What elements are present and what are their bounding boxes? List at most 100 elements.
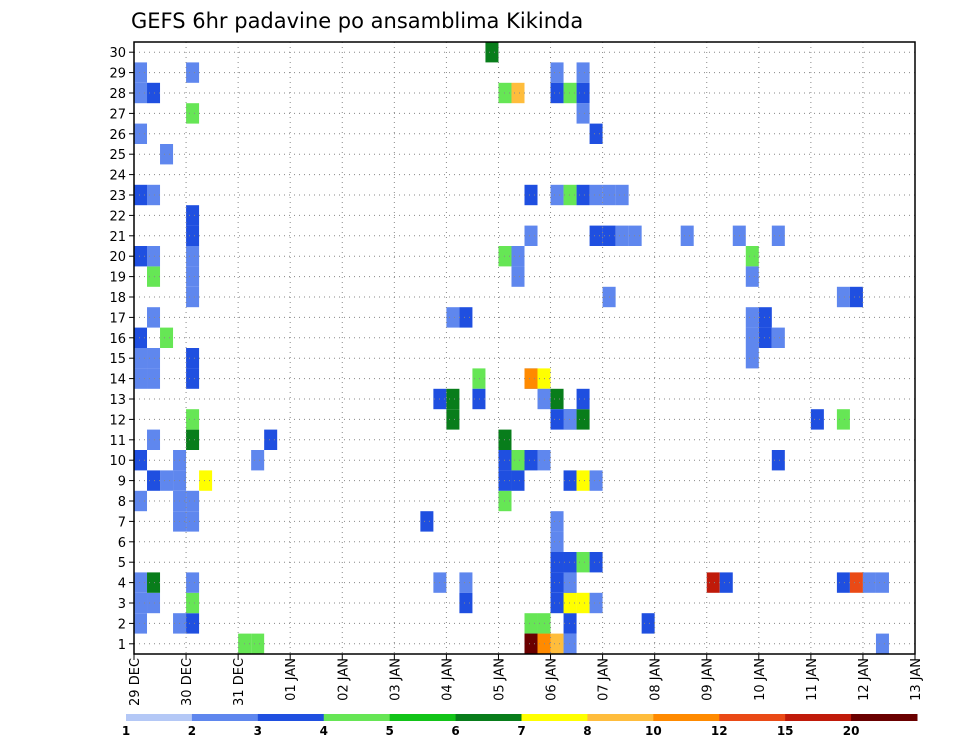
heatmap-cell — [589, 470, 603, 491]
y-tick-label: 5 — [118, 556, 126, 571]
heatmap-cell — [134, 62, 148, 83]
x-tick-label: 04 JAN — [440, 658, 455, 701]
x-tick-label: 02 JAN — [336, 658, 351, 701]
heatmap-cell — [147, 429, 161, 450]
heatmap-cell — [628, 225, 642, 246]
legend-swatch — [521, 714, 588, 721]
heatmap-cell — [147, 266, 161, 287]
y-tick-label: 21 — [109, 230, 126, 245]
heatmap-cell — [186, 409, 200, 430]
x-tick-label: 05 JAN — [492, 658, 507, 701]
heatmap-cell — [186, 572, 200, 593]
y-tick-label: 7 — [118, 515, 126, 530]
heatmap-cell — [134, 327, 148, 348]
heatmap-cell — [745, 246, 759, 267]
heatmap-cell — [186, 286, 200, 308]
x-tick-label: 11 JAN — [805, 658, 820, 701]
heatmap-cell — [134, 348, 148, 369]
legend-swatch — [389, 714, 457, 721]
heatmap-cell — [836, 286, 850, 308]
heatmap-cell — [511, 470, 525, 491]
heatmap-cell — [524, 613, 538, 634]
chart-title: GEFS 6hr padavine po ansamblima Kikinda — [131, 9, 583, 33]
heatmap-cell — [576, 552, 590, 573]
y-tick-label: 14 — [109, 373, 126, 388]
heatmap-cell — [563, 470, 577, 491]
heatmap-cell — [563, 572, 577, 593]
x-tick-label: 09 JAN — [701, 658, 716, 701]
legend-label: 4 — [320, 724, 328, 738]
legend-swatch — [785, 714, 852, 721]
x-tick-label: 03 JAN — [388, 658, 403, 701]
legend-label: 8 — [583, 724, 591, 738]
heatmap-cell — [849, 286, 863, 308]
heatmap-cell — [550, 388, 564, 410]
heatmap-cell — [186, 205, 200, 226]
legend-label: 12 — [711, 724, 728, 738]
heatmap-cell — [186, 592, 200, 614]
heatmap-cell — [147, 307, 161, 328]
heatmap-cell — [745, 307, 759, 328]
heatmap-cell — [511, 246, 525, 267]
heatmap-cell — [459, 307, 473, 328]
y-tick-label: 27 — [109, 107, 126, 122]
heatmap-cell — [550, 62, 564, 83]
heatmap-cell — [186, 266, 200, 287]
x-tick-label: 07 JAN — [597, 658, 612, 701]
heatmap-cell — [459, 592, 473, 614]
heatmap-cell — [576, 184, 590, 206]
heatmap-cell — [160, 327, 174, 348]
heatmap-cell — [147, 82, 161, 104]
heatmap-cell — [186, 246, 200, 267]
heatmap-cell — [524, 450, 538, 471]
heatmap-cell — [134, 184, 148, 206]
heatmap-cell — [641, 613, 655, 634]
legend-label: 5 — [385, 724, 393, 738]
legend-swatch — [719, 714, 786, 721]
heatmap-cell — [745, 266, 759, 287]
heatmap-cell — [589, 123, 603, 144]
heatmap-cell — [615, 225, 629, 246]
x-tick-label: 29 DEC — [128, 658, 143, 706]
heatmap-cell — [745, 327, 759, 348]
y-axis-ticks: 1234567891011121314151617181920212223242… — [109, 46, 134, 653]
legend-swatch — [587, 714, 654, 721]
heatmap-cell — [511, 450, 525, 471]
x-tick-label: 30 DEC — [180, 658, 195, 706]
legend-swatch — [257, 714, 325, 721]
heatmap-cell — [147, 368, 161, 389]
heatmap-cell — [576, 103, 590, 124]
heatmap-cell — [550, 633, 564, 654]
heatmap-cell — [472, 368, 486, 389]
heatmap-cell — [147, 348, 161, 369]
heatmap-cell — [134, 490, 148, 512]
heatmap-cell — [446, 307, 460, 328]
y-tick-label: 22 — [109, 209, 126, 224]
y-tick-label: 12 — [109, 413, 126, 428]
y-tick-label: 20 — [109, 250, 126, 265]
y-tick-label: 6 — [118, 536, 126, 551]
heatmap-cell — [706, 572, 720, 593]
heatmap-cell — [550, 531, 564, 552]
heatmap-cell — [134, 123, 148, 144]
heatmap-cell — [251, 450, 265, 471]
heatmap-cell — [576, 592, 590, 614]
heatmap-cell — [563, 633, 577, 654]
heatmap-cell — [576, 82, 590, 104]
heatmap-cell — [563, 592, 577, 614]
heatmap-cell — [186, 613, 200, 634]
legend-swatch — [126, 714, 193, 721]
heatmap-cell — [576, 409, 590, 430]
y-tick-label: 30 — [109, 46, 126, 61]
x-tick-label: 12 JAN — [857, 658, 872, 701]
y-tick-label: 2 — [118, 617, 126, 632]
plot-frame — [133, 41, 916, 655]
heatmap-cell — [758, 327, 772, 348]
heatmap-cell — [186, 225, 200, 246]
heatmap-cell — [186, 368, 200, 389]
legend-label: 1 — [122, 724, 130, 738]
heatmap-cell — [134, 82, 148, 104]
heatmap-cell — [719, 572, 733, 593]
heatmap-cell — [134, 572, 148, 593]
x-tick-label: 31 DEC — [232, 658, 247, 706]
